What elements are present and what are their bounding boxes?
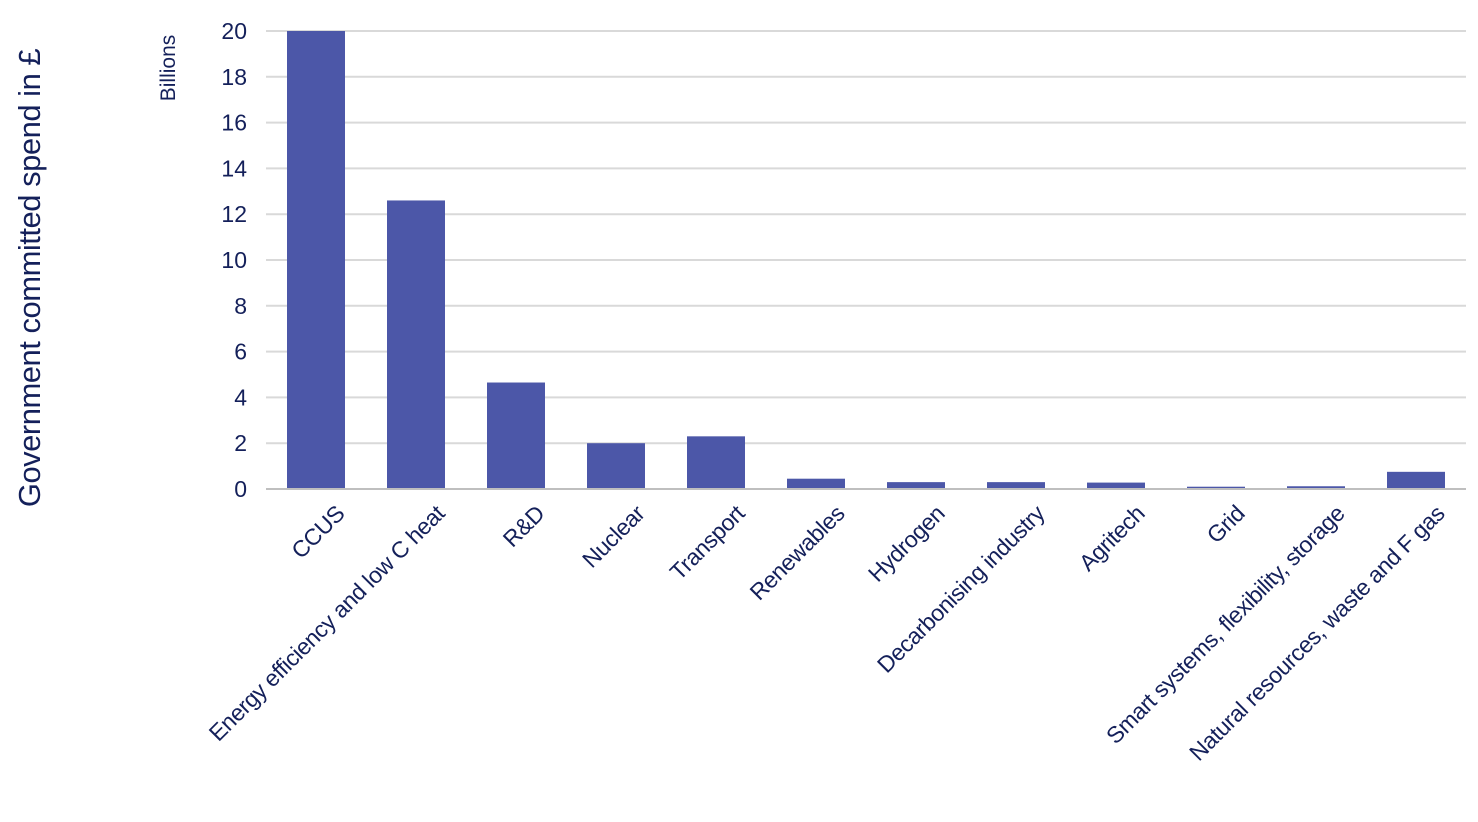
bar bbox=[287, 31, 345, 489]
y-tick-labels: 0 2 4 6 8 10 12 14 16 18 20 bbox=[221, 18, 247, 502]
y-tick-label: 10 bbox=[221, 247, 247, 273]
bar bbox=[587, 443, 645, 489]
bar bbox=[787, 478, 845, 489]
gridlines bbox=[266, 30, 1466, 445]
y-tick-label: 0 bbox=[234, 476, 247, 502]
x-tick-label: Renewables bbox=[744, 500, 849, 605]
bar bbox=[887, 482, 945, 489]
y-axis-unit-label: Billions bbox=[157, 35, 180, 102]
y-tick-label: 2 bbox=[234, 430, 247, 456]
bar bbox=[387, 200, 445, 489]
x-tick-label: CCUS bbox=[286, 500, 349, 563]
y-tick-label: 8 bbox=[234, 293, 247, 319]
y-tick-label: 20 bbox=[221, 18, 247, 44]
x-tick-label: Grid bbox=[1202, 500, 1250, 548]
y-tick-label: 14 bbox=[221, 155, 247, 181]
bar bbox=[687, 436, 745, 489]
bar bbox=[1087, 482, 1145, 489]
y-tick-label: 12 bbox=[221, 201, 247, 227]
y-tick-label: 4 bbox=[234, 384, 247, 410]
bars bbox=[287, 31, 1445, 489]
bar bbox=[487, 382, 545, 489]
x-tick-label: Hydrogen bbox=[863, 500, 950, 587]
y-axis-title: Government committed spend in £ bbox=[12, 49, 47, 508]
bar bbox=[1187, 486, 1245, 489]
x-tick-label: Nuclear bbox=[577, 500, 650, 573]
bar bbox=[1387, 471, 1445, 489]
y-tick-label: 16 bbox=[221, 110, 247, 136]
x-tick-label: Agritech bbox=[1074, 500, 1150, 576]
bar bbox=[987, 482, 1045, 489]
x-tick-label: Transport bbox=[665, 499, 751, 585]
bar bbox=[1287, 486, 1345, 489]
x-tick-label: R&D bbox=[498, 500, 550, 552]
y-tick-label: 18 bbox=[221, 64, 247, 90]
x-tick-label: Decarbonising industry bbox=[872, 500, 1050, 678]
y-tick-label: 6 bbox=[234, 339, 247, 365]
